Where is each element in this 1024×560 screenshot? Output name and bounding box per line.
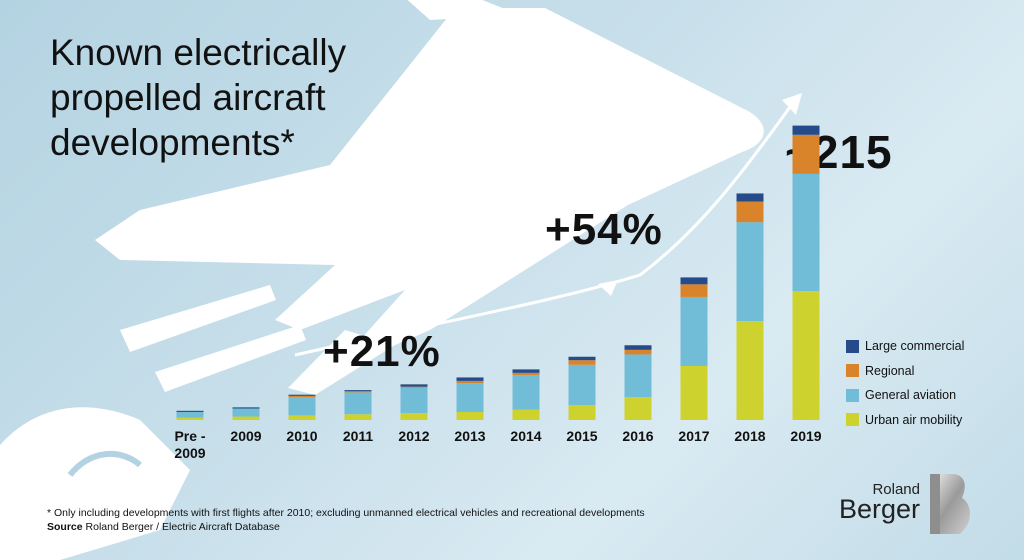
bar-segment [624,354,652,397]
bar-segment [344,390,372,392]
legend-item: Regional [846,359,964,384]
bar-segment [400,384,428,387]
bar-segment [456,380,484,384]
bar-segment [624,349,652,355]
bar-segment [512,369,540,373]
legend-label: Large commercial [865,339,965,354]
legend-label: Regional [865,363,915,378]
bar-segment [568,364,596,406]
bar-segment [232,416,260,420]
legend-swatch [846,413,859,427]
logo-line2: Berger [838,494,920,524]
growth-annotation-2011: +21% [323,327,441,376]
source-text: Roland Berger / Electric Aircraft Databa… [85,521,280,533]
growth-arrow-icon [294,93,802,357]
x-tick-label: 2015 [566,428,597,444]
bar-segment [736,222,764,322]
plug-icon [0,285,306,560]
legend-label: General aviation [865,388,957,403]
chart-legend: Large commercial Regional General aviation… [846,334,964,432]
legend-swatch [846,364,859,378]
bar-segment [344,391,372,393]
logo-b-mark-icon [930,474,970,534]
bar-segment [400,387,428,414]
x-tick-label: 2016 [622,428,653,444]
bar-segment [680,284,708,297]
bar-segment [400,413,428,420]
source-line: Source Roland Berger / Electric Aircraft… [47,521,280,533]
bar-segment [792,125,820,135]
x-tick-label: 2018 [734,428,765,444]
bar-segment [680,277,708,285]
bar-segment [232,407,260,409]
legend-swatch [846,388,859,402]
bar-segment [568,405,596,420]
footnote: * Only including developments with first… [47,507,645,519]
bar-segment [568,356,596,361]
legend-item: Large commercial [846,334,964,359]
airplane-icon [95,0,764,395]
x-tick-label: 2012 [398,428,429,444]
bar-segment [456,383,484,412]
bar-segment [456,411,484,420]
x-tick-label: 2017 [678,428,709,444]
bar-segment [512,375,540,410]
bar-segment [176,410,204,412]
legend-item: Urban air mobility [846,408,964,433]
bar-segment [400,386,428,388]
bar-segment [792,134,820,174]
x-tick-label: 2014 [510,428,541,444]
x-tick-label: 2011 [343,428,374,444]
growth-annotation-2015: +54% [545,205,663,254]
bar-segment [288,394,316,396]
bar-segment [680,365,708,420]
chart-title: Known electrically propelled aircraft de… [50,32,347,163]
bar-segment [176,411,204,418]
bar-segment [624,345,652,350]
bar-segment [288,397,316,416]
bar-segment [736,201,764,223]
bar-segment [344,392,372,415]
bar-segment [512,409,540,420]
bar-segment [680,296,708,366]
legend-swatch [846,339,859,353]
x-tick-label: 2013 [454,428,485,444]
legend-item: General aviation [846,383,964,408]
bar-segment [456,377,484,381]
bar-segment [288,415,316,420]
x-tick-label: 2010 [286,428,317,444]
bar-segment [736,193,764,202]
x-tick-label: 2009 [230,428,261,444]
source-label: Source [47,521,83,533]
bar-segment [512,372,540,376]
bar-segment [792,173,820,292]
bar-segment [176,417,204,420]
logo-line1: Roland [872,481,920,498]
bar-segment [568,360,596,365]
legend-label: Urban air mobility [865,412,963,427]
bar-segment [344,414,372,420]
bar-segment [232,408,260,417]
bar-segment [792,291,820,420]
bar-segment [736,321,764,420]
roland-berger-logo: Roland Berger [838,470,978,540]
bar-segment [624,397,652,420]
bar-segment [288,395,316,397]
x-tick-label: 2019 [790,428,821,444]
x-tick-label: Pre -2009 [174,428,205,461]
